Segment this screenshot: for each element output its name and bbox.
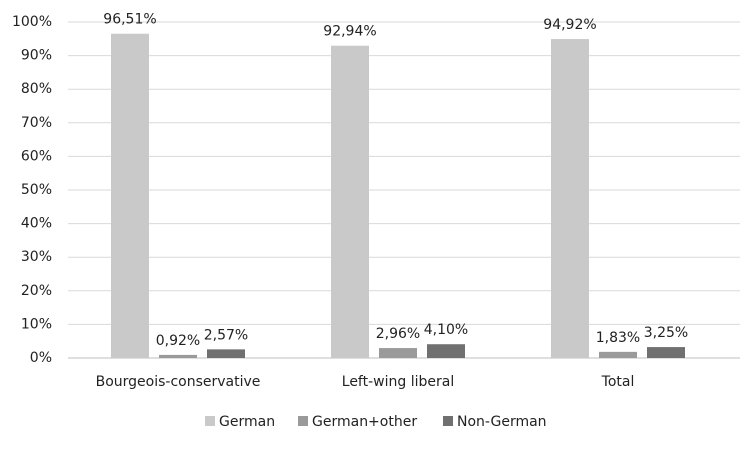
value-label: 92,94%	[323, 24, 376, 40]
value-label: 1,83%	[596, 330, 640, 346]
y-tick-label: 0%	[30, 350, 52, 366]
legend-label: German	[219, 414, 275, 430]
value-label: 94,92%	[543, 17, 596, 33]
y-tick-label: 80%	[21, 81, 52, 97]
bar	[599, 351, 637, 358]
y-tick-label: 60%	[21, 148, 52, 164]
y-tick-label: 20%	[21, 283, 52, 299]
y-tick-label: 50%	[21, 182, 52, 198]
x-tick-label: Total	[601, 374, 635, 390]
bar	[551, 39, 589, 359]
bar	[427, 344, 465, 358]
value-label: 2,96%	[376, 326, 420, 342]
value-label: 4,10%	[424, 322, 468, 338]
x-tick-label: Bourgeois-conservative	[96, 374, 261, 390]
x-tick-label: Left-wing liberal	[342, 374, 454, 390]
y-tick-label: 70%	[21, 115, 52, 131]
bar	[331, 45, 369, 359]
value-label: 2,57%	[204, 327, 248, 343]
legend-swatch	[298, 416, 308, 426]
legend-swatch	[443, 416, 453, 426]
y-tick-label: 100%	[12, 14, 52, 30]
value-label: 0,92%	[156, 333, 200, 349]
legend-label: German+other	[312, 414, 417, 430]
bar	[379, 348, 417, 358]
y-tick-label: 10%	[21, 316, 52, 332]
value-label: 3,25%	[644, 325, 688, 341]
legend-label: Non-German	[457, 414, 547, 430]
y-tick-label: 90%	[21, 48, 52, 64]
value-label: 96,51%	[103, 12, 156, 28]
bar	[159, 354, 197, 358]
bar	[207, 349, 245, 358]
y-tick-label: 30%	[21, 249, 52, 265]
y-tick-label: 40%	[21, 216, 52, 232]
bar	[111, 33, 149, 358]
bar	[647, 347, 685, 358]
legend-swatch	[205, 416, 215, 426]
